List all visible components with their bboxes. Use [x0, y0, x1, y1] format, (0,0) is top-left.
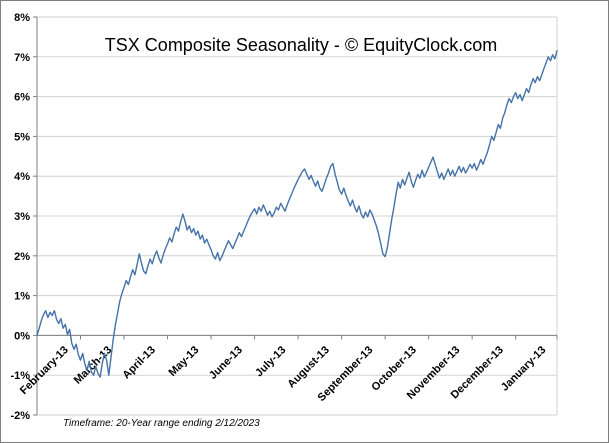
- y-axis-label: -2%: [10, 410, 30, 422]
- y-axis-label: -1%: [10, 370, 30, 382]
- y-axis-label: 0%: [14, 330, 30, 342]
- y-axis-label: 2%: [14, 251, 30, 263]
- y-axis-label: 1%: [14, 291, 30, 303]
- x-axis-label: May-13: [167, 344, 202, 379]
- y-axis-label: 3%: [14, 211, 30, 223]
- y-axis-label: 5%: [14, 131, 30, 143]
- x-axis-label: August-13: [285, 344, 332, 391]
- y-axis-label: 7%: [14, 52, 30, 64]
- y-axis-label: 8%: [14, 12, 30, 24]
- x-axis-label: June-13: [207, 344, 245, 382]
- x-axis-label: July-13: [253, 344, 288, 379]
- timeframe-note: Timeframe: 20-Year range ending 2/12/202…: [63, 418, 260, 429]
- chart-title: TSX Composite Seasonality - © EquityCloc…: [104, 35, 498, 55]
- x-axis-label: April-13: [120, 344, 157, 381]
- y-axis-label: 4%: [14, 171, 30, 183]
- y-axis-label: 6%: [14, 92, 30, 104]
- x-axis-label: January-13: [499, 344, 549, 394]
- series-line: [36, 50, 558, 378]
